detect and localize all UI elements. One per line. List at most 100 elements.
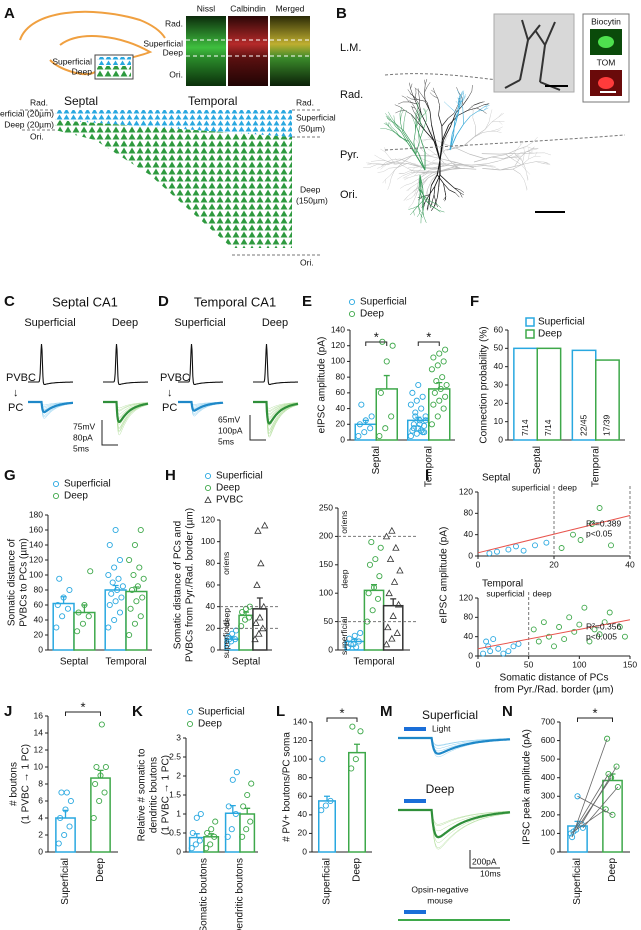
neurite <box>483 107 489 111</box>
point <box>440 358 447 365</box>
neurite <box>458 96 460 101</box>
neurite <box>433 186 436 195</box>
panel-a: Superficial Deep Nissl Calbindin Merged … <box>0 3 336 267</box>
neurite <box>526 146 533 150</box>
neurite <box>416 118 421 127</box>
neurite <box>463 94 466 99</box>
stat-label: p<0.05 <box>586 528 613 538</box>
y-axis-label: Relative # somatic to <box>137 748 148 841</box>
neurite <box>416 115 421 123</box>
y-tick-label: 0 <box>498 434 503 444</box>
neurite <box>418 188 426 198</box>
label: ↓ <box>13 387 19 399</box>
panel-letter: D <box>158 293 169 310</box>
neurite <box>443 139 446 145</box>
neurite <box>424 196 432 202</box>
scale-bar <box>249 415 266 441</box>
neurite <box>400 114 402 122</box>
y-tick-label: 40 <box>206 601 216 611</box>
column-label: Deep <box>262 317 288 329</box>
neurite <box>433 140 441 161</box>
neurite <box>489 165 496 167</box>
point <box>409 389 416 396</box>
neurite <box>491 121 499 123</box>
neurite <box>423 216 427 223</box>
point <box>515 640 522 647</box>
neurite <box>443 183 446 191</box>
point <box>111 564 118 571</box>
legend-label: Superficial <box>216 471 263 482</box>
label: (150µm) <box>296 195 328 205</box>
y-tick-label: 180 <box>29 509 43 519</box>
y-tick-label: 16 <box>34 710 44 720</box>
column-label: Superficial <box>174 317 225 329</box>
y-tick-label: 100 <box>319 587 333 597</box>
trace <box>103 400 149 424</box>
y-tick-label: 3 <box>176 732 181 742</box>
y-tick-label: 300 <box>541 791 555 801</box>
point <box>614 783 621 791</box>
point <box>212 818 219 825</box>
neurite <box>471 163 487 166</box>
point <box>327 797 334 804</box>
y-axis-label: Somatic distance of <box>7 539 18 626</box>
neurite <box>418 153 426 171</box>
point <box>442 393 449 400</box>
neurite <box>407 187 412 192</box>
panel-letter: B <box>336 5 347 22</box>
neurite <box>412 103 416 109</box>
neurite <box>483 105 490 108</box>
x-tick-label: 50 <box>524 659 534 669</box>
point <box>377 389 384 396</box>
neurite <box>377 166 382 169</box>
neurite <box>435 201 438 208</box>
neurite <box>460 90 465 96</box>
label: Rad. <box>165 18 183 28</box>
neurite <box>415 116 417 124</box>
bar <box>318 800 336 853</box>
panel-letter: G <box>4 467 16 484</box>
point <box>388 413 395 420</box>
neurite <box>374 154 380 159</box>
y-tick-label: 6 <box>38 795 43 805</box>
scale-label: 5ms <box>218 436 234 446</box>
x-tick-label: Temporal <box>590 446 601 487</box>
legend-marker <box>204 496 212 503</box>
neurite <box>431 205 436 211</box>
label: (50µm) <box>298 123 325 133</box>
neurite <box>436 208 441 213</box>
error-bar <box>81 604 88 613</box>
point <box>487 648 494 655</box>
neurite <box>417 88 419 93</box>
neurite <box>437 98 440 106</box>
neurite <box>432 158 437 162</box>
point <box>407 401 414 408</box>
neurite <box>456 102 460 108</box>
point <box>115 575 122 582</box>
neurite <box>409 210 414 216</box>
significance-label: * <box>592 705 597 720</box>
neurite <box>526 141 534 147</box>
neurite <box>523 151 525 158</box>
point <box>530 626 537 633</box>
neurite <box>401 95 406 98</box>
point <box>248 780 255 787</box>
point <box>188 845 195 852</box>
neurite <box>377 171 384 173</box>
y-tick-label: 100 <box>29 569 43 579</box>
point <box>112 526 119 534</box>
label: Pyr. <box>340 149 359 161</box>
significance-label: * <box>426 329 431 344</box>
neurite <box>424 86 428 93</box>
neurite <box>424 84 426 93</box>
neurite <box>415 185 418 191</box>
point <box>66 586 73 594</box>
panel-c: Septal CA1 Superficial Deep PVBC ↓ PC 75… <box>6 294 138 453</box>
neurite <box>399 135 408 143</box>
panel-m: Superficial Light Deep 200pA 10ms Opsin-… <box>398 708 510 921</box>
zone-label: deep <box>558 482 577 492</box>
neurite <box>414 92 417 99</box>
bar <box>595 359 620 441</box>
point <box>139 594 146 601</box>
